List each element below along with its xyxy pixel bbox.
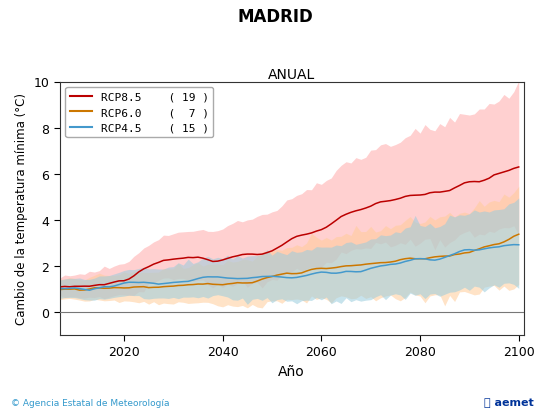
Text: Ⓝ aemet: Ⓝ aemet — [484, 397, 534, 407]
Text: MADRID: MADRID — [237, 8, 313, 26]
Title: ANUAL: ANUAL — [268, 68, 315, 82]
Y-axis label: Cambio de la temperatura mínima (°C): Cambio de la temperatura mínima (°C) — [15, 93, 28, 324]
Legend: RCP8.5    ( 19 ), RCP6.0    (  7 ), RCP4.5    ( 15 ): RCP8.5 ( 19 ), RCP6.0 ( 7 ), RCP4.5 ( 15… — [65, 88, 213, 138]
Text: © Agencia Estatal de Meteorología: © Agencia Estatal de Meteorología — [11, 398, 169, 407]
X-axis label: Año: Año — [278, 364, 305, 378]
